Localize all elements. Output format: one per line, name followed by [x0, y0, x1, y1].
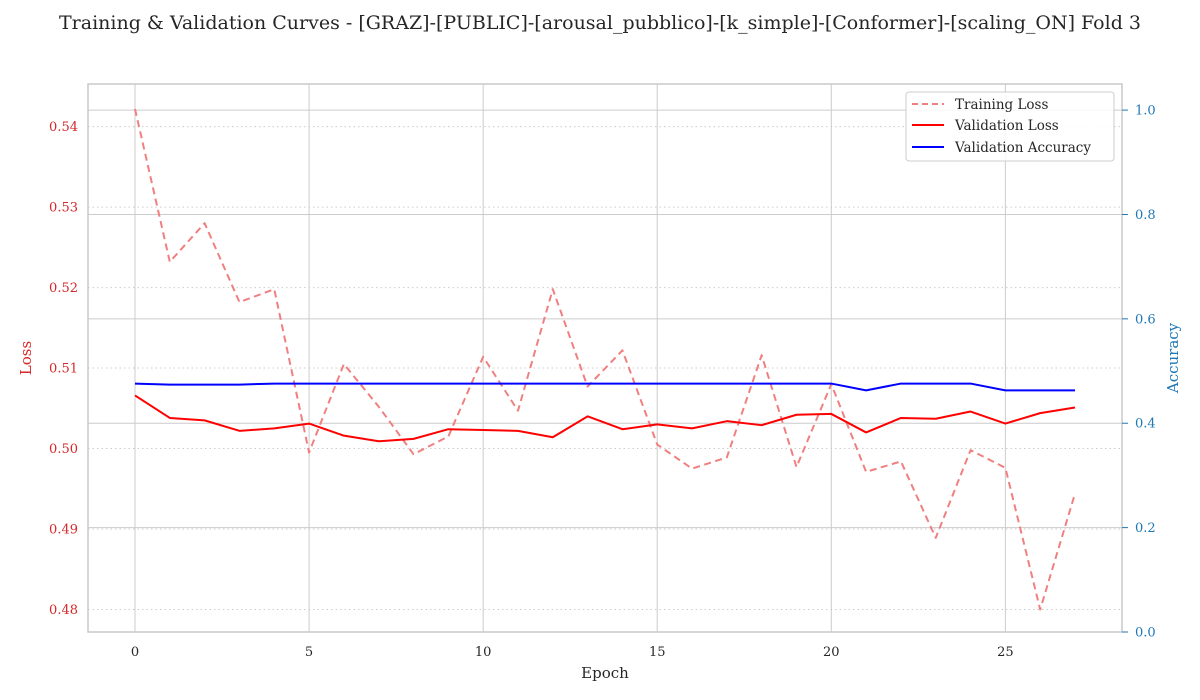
y-left-tick-label: 0.54 [49, 120, 78, 135]
y-left-tick-label: 0.49 [49, 522, 78, 537]
y-axis-left: 0.48 0.49 0.50 0.51 0.52 0.53 0.54 [49, 120, 78, 618]
y-left-tick-label: 0.51 [49, 362, 78, 377]
plot-frame [87, 83, 1123, 633]
legend-box [905, 91, 1115, 162]
x-tick-label: 15 [649, 645, 666, 660]
series-line-training-loss [134, 108, 1076, 611]
y-right-tick-label: 0.4 [1135, 417, 1156, 432]
series-line-validation-accuracy [134, 382, 1075, 392]
series-line-validation-loss [134, 394, 1076, 443]
x-tick-label: 20 [823, 645, 840, 660]
y-right-tick-label: 0.0 [1135, 626, 1156, 641]
grid [88, 84, 1122, 633]
plot-area [88, 84, 1122, 632]
plot-border [87, 83, 1123, 633]
y-right-tick-label: 1.0 [1135, 104, 1156, 119]
legend: Training Loss Validation Loss Validation… [905, 91, 1115, 162]
y-right-tick-label: 0.2 [1135, 521, 1156, 536]
legend-label-validation-loss: Validation Loss [954, 118, 1059, 134]
x-tick-label: 0 [131, 645, 139, 660]
x-axis-label: Epoch [581, 664, 629, 682]
series-layer [134, 108, 1076, 611]
y-right-tick-label: 0.6 [1135, 312, 1156, 327]
y-left-tick-label: 0.52 [49, 281, 78, 296]
chart-title: Training & Validation Curves - [GRAZ]-[P… [59, 12, 1141, 34]
y-right-tick-label: 0.8 [1135, 208, 1156, 223]
x-tick-label: 25 [997, 645, 1014, 660]
x-tick-label: 10 [475, 645, 492, 660]
y-axis-left-label: Loss [17, 341, 35, 375]
x-axis: 0 5 10 15 20 25 [131, 645, 1014, 660]
x-tick-label: 5 [305, 645, 313, 660]
y-axis-right-label: Accuracy [1164, 322, 1182, 394]
legend-label-training-loss: Training Loss [955, 97, 1048, 113]
y-left-tick-label: 0.53 [49, 201, 78, 216]
y-left-tick-label: 0.50 [49, 442, 78, 457]
y-left-tick-label: 0.48 [49, 603, 78, 618]
legend-label-validation-accuracy: Validation Accuracy [954, 140, 1091, 156]
y-axis-right: 0.0 0.2 0.4 0.6 0.8 1.0 [1122, 104, 1156, 641]
